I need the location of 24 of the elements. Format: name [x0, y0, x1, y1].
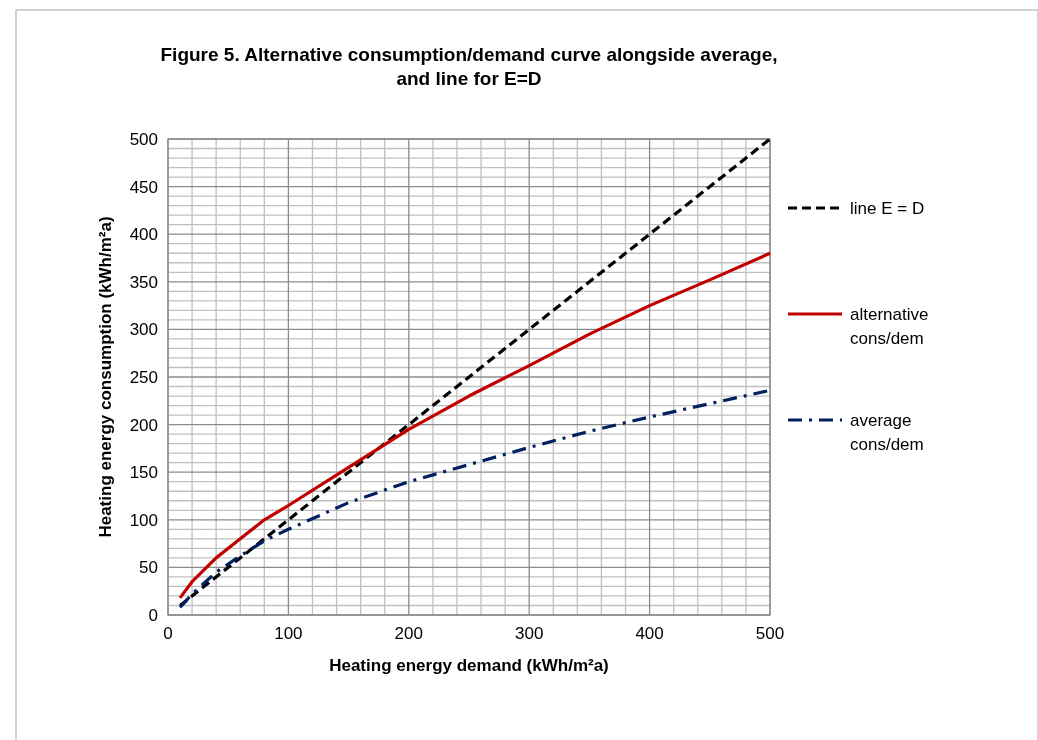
y-tick-label: 450 [129, 177, 158, 197]
legend-label: line E = D [850, 199, 925, 218]
y-tick-label: 100 [129, 510, 158, 530]
legend-label: alternative cons/dem [850, 305, 929, 348]
x-tick-label: 500 [755, 624, 785, 643]
x-tick-label: 400 [635, 624, 664, 643]
y-axis-title: Heating energy consumption (kWh/m²a) [96, 216, 115, 538]
y-tick-label: 200 [129, 415, 158, 435]
y-tick-label: 50 [139, 558, 158, 578]
y-tick-label: 400 [129, 225, 158, 245]
y-tick-label: 500 [129, 130, 158, 149]
x-tick-label: 300 [515, 624, 544, 643]
x-tick-label: 0 [163, 624, 173, 643]
legend-label: average cons/dem [850, 411, 924, 454]
x-tick-label: 100 [274, 624, 303, 643]
y-tick-label: 0 [148, 606, 158, 625]
y-tick-label: 250 [129, 368, 158, 387]
y-tick-label: 350 [129, 272, 158, 292]
chart-title: Figure 5. Alternative consumption/demand curve alongside average, and line for E=D [160, 44, 778, 89]
y-tick-label: 300 [129, 320, 158, 340]
x-axis-title: Heating energy demand (kWh/m²a) [329, 656, 609, 675]
y-tick-label: 150 [129, 463, 158, 483]
x-tick-label: 200 [394, 624, 423, 643]
line-series [178, 251, 772, 600]
